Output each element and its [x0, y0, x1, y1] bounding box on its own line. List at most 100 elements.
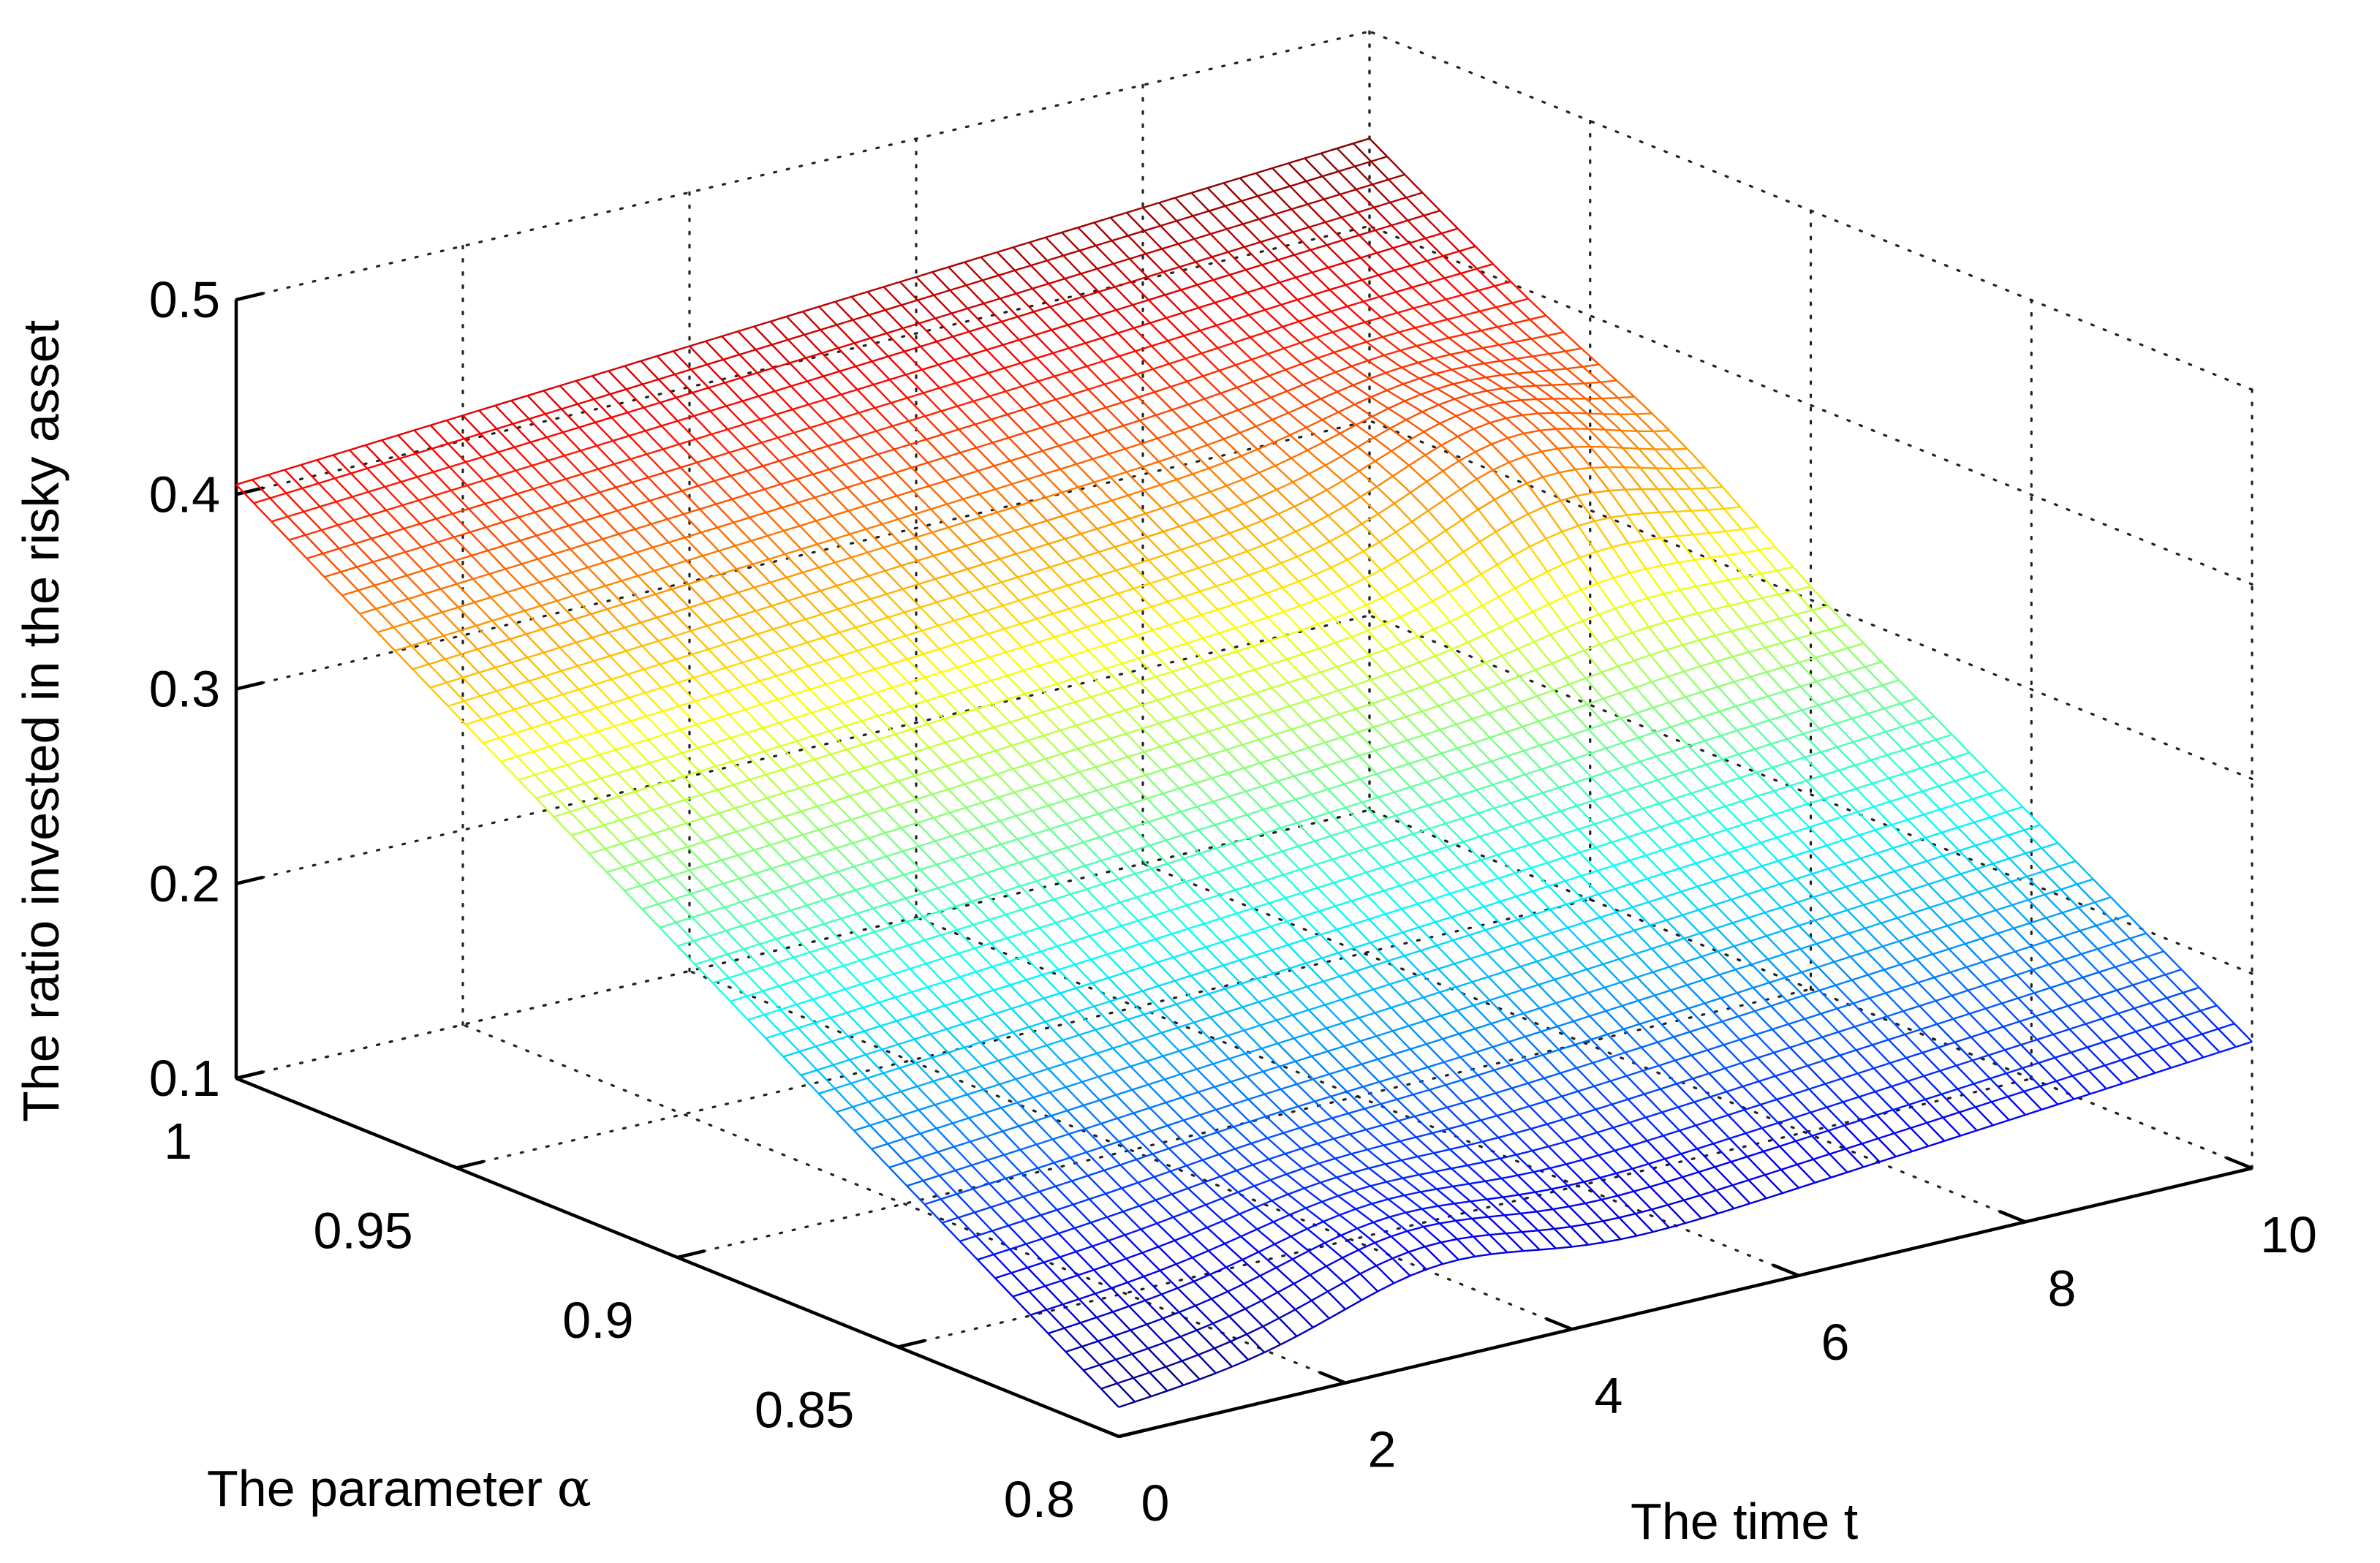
mesh-line — [1266, 586, 1283, 594]
mesh-line — [1554, 1225, 1571, 1230]
mesh-line — [1407, 734, 1424, 741]
mesh-line — [1433, 1152, 1452, 1170]
mesh-line — [789, 618, 806, 625]
mesh-line — [692, 911, 709, 919]
mesh-line — [809, 951, 828, 972]
mesh-line — [826, 970, 846, 990]
mesh-line — [1241, 715, 1258, 722]
mesh-line — [869, 569, 885, 577]
mesh-line — [1603, 958, 1620, 966]
mesh-line — [1511, 298, 1529, 304]
mesh-line — [1773, 1046, 1791, 1054]
mesh-line — [1395, 286, 1413, 293]
mesh-line — [1981, 932, 1998, 940]
mesh-line — [1244, 241, 1261, 249]
mesh-line — [503, 545, 523, 565]
mesh-line — [681, 490, 700, 510]
mesh-line — [1255, 1200, 1272, 1208]
mesh-line — [416, 476, 436, 496]
mesh-line — [1198, 561, 1215, 569]
mesh-line — [358, 584, 375, 591]
mesh-line — [977, 989, 994, 996]
mesh-line — [1470, 390, 1488, 396]
mesh-line — [1523, 1249, 1540, 1252]
mesh-line — [1201, 1131, 1218, 1139]
mesh-line — [1146, 531, 1164, 538]
mesh-line — [823, 637, 842, 656]
mesh-line — [734, 545, 754, 565]
mesh-line — [1408, 757, 1426, 765]
mesh-line — [919, 1132, 939, 1153]
mesh-line — [1494, 490, 1511, 501]
mesh-line — [1389, 978, 1407, 985]
mesh-line — [1143, 1269, 1160, 1278]
mesh-line — [863, 477, 880, 484]
mesh-line — [1535, 931, 1552, 939]
mesh-line — [741, 925, 761, 945]
mesh-line — [1539, 739, 1557, 746]
mesh-line — [1160, 1263, 1177, 1271]
mesh-line — [677, 676, 695, 684]
mesh-line — [834, 556, 852, 564]
mesh-line — [1083, 1363, 1100, 1371]
mesh-line — [1032, 833, 1052, 853]
mesh-line — [817, 1064, 834, 1071]
mesh-line — [1539, 1247, 1556, 1251]
mesh-line — [856, 645, 874, 652]
mesh-line — [1127, 1013, 1144, 1021]
mesh-line — [1559, 468, 1576, 474]
mesh-line — [1471, 976, 1489, 983]
mesh-line — [1206, 438, 1224, 446]
mesh-line — [477, 643, 494, 651]
mesh-line — [353, 514, 371, 521]
mesh-line — [866, 809, 884, 816]
mesh-line — [902, 850, 921, 871]
mesh-line — [1119, 1164, 1139, 1184]
mesh-line — [836, 580, 853, 587]
mesh-line — [1016, 809, 1033, 817]
mesh-line — [1136, 891, 1153, 898]
mesh-line — [496, 685, 513, 692]
mesh-line — [1082, 1369, 1102, 1390]
mesh-line — [1228, 246, 1245, 253]
mesh-line — [1791, 1064, 1808, 1072]
mesh-line — [1045, 1279, 1062, 1287]
mesh-line — [1616, 906, 1633, 914]
mesh-line — [1084, 1128, 1103, 1148]
mesh-line — [1152, 624, 1170, 632]
mesh-line — [1228, 1058, 1248, 1078]
mesh-line — [1061, 486, 1078, 493]
mesh-line — [1506, 988, 1523, 996]
mesh-line — [1218, 1154, 1237, 1172]
mesh-line — [1584, 939, 1602, 947]
mesh-line — [409, 616, 426, 624]
mesh-line — [1077, 1010, 1096, 1031]
mesh-line — [972, 656, 990, 664]
mesh-line — [678, 705, 698, 725]
mesh-line — [911, 986, 928, 994]
mesh-line — [906, 658, 926, 678]
mesh-line — [897, 1038, 915, 1045]
mesh-line — [1645, 1111, 1663, 1119]
mesh-line — [1010, 455, 1027, 462]
mesh-line — [1546, 857, 1564, 864]
mesh-line — [481, 456, 501, 477]
mesh-line — [556, 599, 575, 620]
mesh-line — [690, 625, 708, 632]
mesh-line — [616, 772, 636, 792]
mesh-line — [700, 526, 718, 534]
mesh-line — [871, 1143, 888, 1150]
mesh-line — [659, 401, 679, 422]
mesh-line — [1722, 1015, 1739, 1023]
mesh-line — [550, 769, 570, 790]
mesh-line — [1454, 393, 1472, 400]
back-wall-grid-line — [235, 419, 1371, 691]
mesh-line — [771, 605, 790, 625]
mesh-line — [839, 627, 856, 634]
mesh-line — [1236, 380, 1254, 389]
mesh-line — [1012, 768, 1032, 788]
mesh-line — [765, 1032, 782, 1040]
mesh-line — [599, 491, 619, 512]
mesh-line — [1307, 1250, 1327, 1267]
mesh-line — [714, 480, 733, 500]
